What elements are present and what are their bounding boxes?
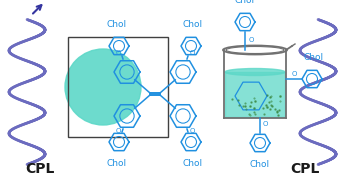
Ellipse shape bbox=[225, 68, 285, 75]
Text: O: O bbox=[189, 50, 195, 56]
Text: O: O bbox=[115, 128, 121, 134]
Bar bbox=[68, 37, 168, 137]
Text: Chol: Chol bbox=[250, 160, 270, 169]
Polygon shape bbox=[225, 72, 285, 117]
Text: Chol: Chol bbox=[304, 53, 324, 62]
Text: CPL: CPL bbox=[25, 162, 55, 176]
Text: Chol: Chol bbox=[183, 159, 203, 168]
Text: O: O bbox=[291, 71, 297, 77]
Text: O: O bbox=[248, 37, 254, 43]
Text: O: O bbox=[115, 50, 121, 56]
Text: Chol: Chol bbox=[235, 0, 255, 5]
Text: Chol: Chol bbox=[183, 20, 203, 29]
Circle shape bbox=[65, 49, 141, 125]
Text: O: O bbox=[262, 121, 268, 127]
Text: Chol: Chol bbox=[107, 159, 127, 168]
Text: O: O bbox=[189, 128, 195, 134]
Text: CPL: CPL bbox=[290, 162, 320, 176]
Text: Chol: Chol bbox=[107, 20, 127, 29]
